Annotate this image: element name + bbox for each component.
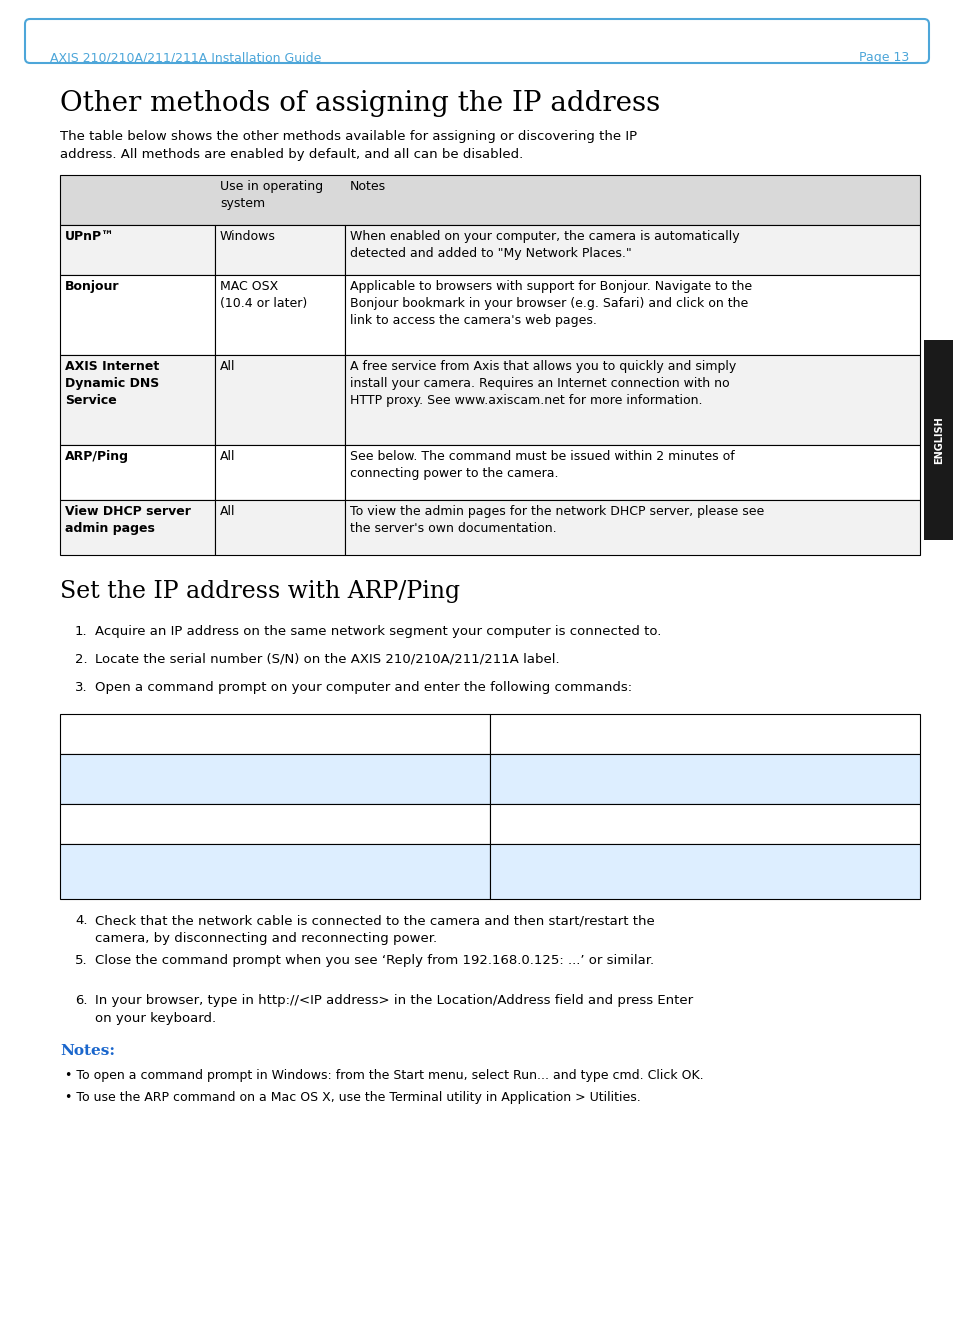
Text: Acquire an IP address on the same network segment your computer is connected to.: Acquire an IP address on the same networ… <box>95 624 660 638</box>
Bar <box>345 500 919 555</box>
Text: Check that the network cable is connected to the camera and then start/restart t: Check that the network cable is connecte… <box>95 915 654 945</box>
Bar <box>345 356 919 445</box>
Bar <box>923 340 953 540</box>
Bar <box>60 175 919 225</box>
Text: Bonjour: Bonjour <box>65 279 119 293</box>
Bar <box>60 225 214 275</box>
Bar <box>60 754 490 804</box>
Text: Other methods of assigning the IP address: Other methods of assigning the IP addres… <box>60 90 659 118</box>
Bar <box>214 356 345 445</box>
Text: MAC OSX
(10.4 or later): MAC OSX (10.4 or later) <box>220 279 307 310</box>
Text: Notes: Notes <box>350 180 386 193</box>
Bar <box>214 275 345 356</box>
Bar <box>214 225 345 275</box>
Bar <box>60 714 490 754</box>
Text: Page 13: Page 13 <box>858 52 908 64</box>
Text: See below. The command must be issued within 2 minutes of
connecting power to th: See below. The command must be issued wi… <box>350 451 734 480</box>
Text: All: All <box>220 360 235 373</box>
Text: Close the command prompt when you see ‘Reply from 192.168.0.125: ...’ or similar: Close the command prompt when you see ‘R… <box>95 955 654 967</box>
Text: All: All <box>220 505 235 517</box>
Text: Open a command prompt on your computer and enter the following commands:: Open a command prompt on your computer a… <box>95 681 632 694</box>
Text: • To use the ARP command on a Mac OS X, use the Terminal utility in Application : • To use the ARP command on a Mac OS X, … <box>65 1091 640 1104</box>
Text: Set the IP address with ARP/Ping: Set the IP address with ARP/Ping <box>60 580 459 603</box>
Bar <box>60 275 214 356</box>
Text: When enabled on your computer, the camera is automatically
detected and added to: When enabled on your computer, the camer… <box>350 230 739 259</box>
Bar <box>60 500 214 555</box>
Bar <box>60 804 490 844</box>
Bar <box>345 275 919 356</box>
Text: 5.: 5. <box>75 955 88 967</box>
Bar <box>60 445 214 500</box>
Bar <box>60 844 490 898</box>
FancyBboxPatch shape <box>25 19 928 63</box>
Text: A free service from Axis that allows you to quickly and simply
install your came: A free service from Axis that allows you… <box>350 360 736 406</box>
Bar <box>490 714 919 754</box>
Text: • To open a command prompt in Windows: from the Start menu, select Run... and ty: • To open a command prompt in Windows: f… <box>65 1070 703 1082</box>
Bar <box>490 844 919 898</box>
Bar <box>60 356 214 445</box>
Text: Windows: Windows <box>220 230 275 243</box>
Text: In your browser, type in http://<IP address> in the Location/Address field and p: In your browser, type in http://<IP addr… <box>95 993 693 1025</box>
Text: ARP/Ping: ARP/Ping <box>65 451 129 463</box>
Bar <box>345 445 919 500</box>
Text: All: All <box>220 451 235 463</box>
Bar <box>214 500 345 555</box>
Text: To view the admin pages for the network DHCP server, please see
the server's own: To view the admin pages for the network … <box>350 505 763 535</box>
Text: Notes:: Notes: <box>60 1044 115 1058</box>
Text: 1.: 1. <box>75 624 88 638</box>
Text: ENGLISH: ENGLISH <box>933 416 943 464</box>
Text: 2.: 2. <box>75 652 88 666</box>
Text: 6.: 6. <box>75 993 88 1007</box>
Text: UPnP™: UPnP™ <box>65 230 114 243</box>
Text: 3.: 3. <box>75 681 88 694</box>
Bar <box>345 225 919 275</box>
Bar <box>214 445 345 500</box>
Text: 4.: 4. <box>75 915 88 927</box>
Text: Applicable to browsers with support for Bonjour. Navigate to the
Bonjour bookmar: Applicable to browsers with support for … <box>350 279 751 328</box>
Bar <box>490 804 919 844</box>
Text: The table below shows the other methods available for assigning or discovering t: The table below shows the other methods … <box>60 130 637 160</box>
Text: Locate the serial number (S/N) on the AXIS 210/210A/211/211A label.: Locate the serial number (S/N) on the AX… <box>95 652 559 666</box>
Text: AXIS Internet
Dynamic DNS
Service: AXIS Internet Dynamic DNS Service <box>65 360 159 406</box>
Text: AXIS 210/210A/211/211A Installation Guide: AXIS 210/210A/211/211A Installation Guid… <box>50 52 321 64</box>
Text: Use in operating
system: Use in operating system <box>220 180 323 210</box>
Bar <box>490 754 919 804</box>
Text: View DHCP server
admin pages: View DHCP server admin pages <box>65 505 191 535</box>
